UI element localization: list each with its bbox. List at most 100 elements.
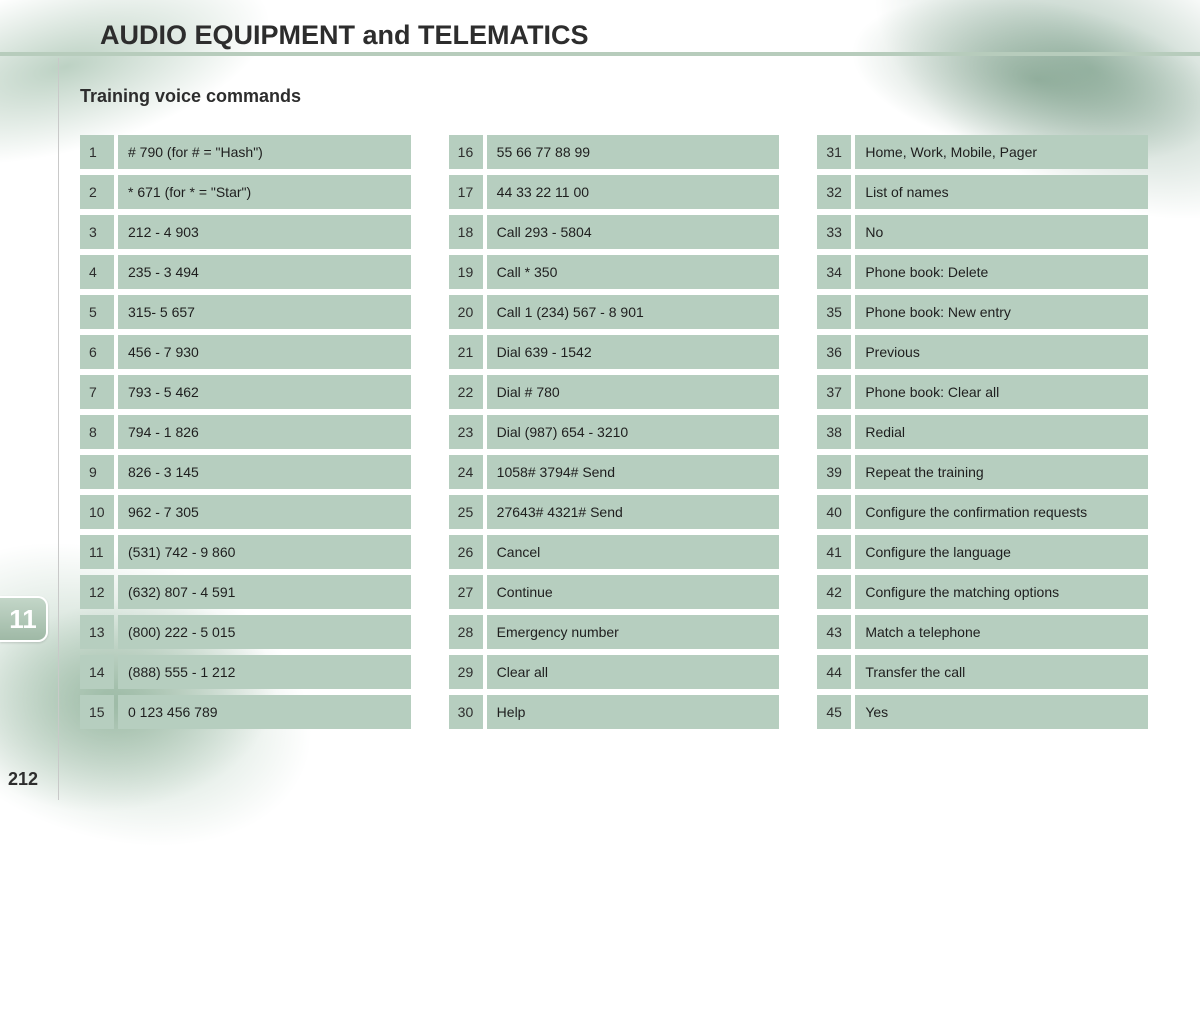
table-row: 33No (817, 215, 1148, 249)
row-command: 793 - 5 462 (118, 375, 411, 409)
row-number: 21 (449, 335, 483, 369)
row-command: Call 1 (234) 567 - 8 901 (487, 295, 780, 329)
row-command: Help (487, 695, 780, 729)
table-row: 3212 - 4 903 (80, 215, 411, 249)
row-number: 40 (817, 495, 851, 529)
table-row: 45Yes (817, 695, 1148, 729)
row-command: (632) 807 - 4 591 (118, 575, 411, 609)
table-row: 2527643# 4321# Send (449, 495, 780, 529)
row-command: Configure the confirmation requests (855, 495, 1148, 529)
row-number: 27 (449, 575, 483, 609)
row-number: 11 (80, 535, 114, 569)
table-row: 40Configure the confirmation requests (817, 495, 1148, 529)
table-row: 11(531) 742 - 9 860 (80, 535, 411, 569)
row-number: 41 (817, 535, 851, 569)
row-number: 24 (449, 455, 483, 489)
row-command: Configure the language (855, 535, 1148, 569)
table-row: 30Help (449, 695, 780, 729)
left-margin-rule (58, 58, 59, 800)
row-command: 235 - 3 494 (118, 255, 411, 289)
row-number: 44 (817, 655, 851, 689)
table-row: 20Call 1 (234) 567 - 8 901 (449, 295, 780, 329)
table-row: 28Emergency number (449, 615, 780, 649)
section-tab: 11 (0, 596, 48, 642)
row-command: 826 - 3 145 (118, 455, 411, 489)
row-command: # 790 (for # = "Hash") (118, 135, 411, 169)
table-row: 18Call 293 - 5804 (449, 215, 780, 249)
table-row: 4235 - 3 494 (80, 255, 411, 289)
row-command: (800) 222 - 5 015 (118, 615, 411, 649)
row-command: Phone book: Clear all (855, 375, 1148, 409)
row-number: 33 (817, 215, 851, 249)
row-command: Continue (487, 575, 780, 609)
row-command: (888) 555 - 1 212 (118, 655, 411, 689)
row-command: Home, Work, Mobile, Pager (855, 135, 1148, 169)
row-command: Configure the matching options (855, 575, 1148, 609)
row-command: 315- 5 657 (118, 295, 411, 329)
row-number: 28 (449, 615, 483, 649)
row-number: 1 (80, 135, 114, 169)
row-number: 31 (817, 135, 851, 169)
table-row: 34Phone book: Delete (817, 255, 1148, 289)
row-command: Previous (855, 335, 1148, 369)
page-subtitle: Training voice commands (80, 86, 301, 107)
row-number: 25 (449, 495, 483, 529)
table-row: 2* 671 (for * = "Star") (80, 175, 411, 209)
row-command: Transfer the call (855, 655, 1148, 689)
row-number: 16 (449, 135, 483, 169)
row-command: 44 33 22 11 00 (487, 175, 780, 209)
table-row: 8794 - 1 826 (80, 415, 411, 449)
table-row: 150 123 456 789 (80, 695, 411, 729)
page-number: 212 (8, 769, 38, 790)
row-number: 38 (817, 415, 851, 449)
row-number: 35 (817, 295, 851, 329)
row-number: 29 (449, 655, 483, 689)
table-row: 43Match a telephone (817, 615, 1148, 649)
row-number: 2 (80, 175, 114, 209)
row-command: 962 - 7 305 (118, 495, 411, 529)
table-row: 27Continue (449, 575, 780, 609)
row-number: 26 (449, 535, 483, 569)
row-number: 17 (449, 175, 483, 209)
row-number: 8 (80, 415, 114, 449)
table-row: 6456 - 7 930 (80, 335, 411, 369)
row-number: 6 (80, 335, 114, 369)
row-command: Yes (855, 695, 1148, 729)
table-row: 13(800) 222 - 5 015 (80, 615, 411, 649)
row-command: 456 - 7 930 (118, 335, 411, 369)
row-command: List of names (855, 175, 1148, 209)
row-command: 794 - 1 826 (118, 415, 411, 449)
row-number: 15 (80, 695, 114, 729)
row-command: 0 123 456 789 (118, 695, 411, 729)
row-number: 37 (817, 375, 851, 409)
table-row: 23Dial (987) 654 - 3210 (449, 415, 780, 449)
row-command: 55 66 77 88 99 (487, 135, 780, 169)
row-command: Dial (987) 654 - 3210 (487, 415, 780, 449)
row-command: No (855, 215, 1148, 249)
table-row: 38Redial (817, 415, 1148, 449)
table-row: 14(888) 555 - 1 212 (80, 655, 411, 689)
row-number: 10 (80, 495, 114, 529)
table-row: 9826 - 3 145 (80, 455, 411, 489)
table-row: 241058# 3794# Send (449, 455, 780, 489)
row-number: 43 (817, 615, 851, 649)
row-number: 5 (80, 295, 114, 329)
commands-table: 1# 790 (for # = "Hash") 2* 671 (for * = "… (80, 135, 1148, 729)
row-number: 14 (80, 655, 114, 689)
commands-column: 1# 790 (for # = "Hash") 2* 671 (for * = "… (80, 135, 411, 729)
table-row: 32List of names (817, 175, 1148, 209)
row-number: 3 (80, 215, 114, 249)
table-row: 31Home, Work, Mobile, Pager (817, 135, 1148, 169)
row-command: (531) 742 - 9 860 (118, 535, 411, 569)
row-number: 45 (817, 695, 851, 729)
row-number: 18 (449, 215, 483, 249)
table-row: 39Repeat the training (817, 455, 1148, 489)
table-row: 12(632) 807 - 4 591 (80, 575, 411, 609)
row-number: 9 (80, 455, 114, 489)
row-number: 36 (817, 335, 851, 369)
commands-column: 31Home, Work, Mobile, Pager 32List of nam… (817, 135, 1148, 729)
table-row: 26Cancel (449, 535, 780, 569)
row-number: 22 (449, 375, 483, 409)
row-number: 42 (817, 575, 851, 609)
row-number: 4 (80, 255, 114, 289)
